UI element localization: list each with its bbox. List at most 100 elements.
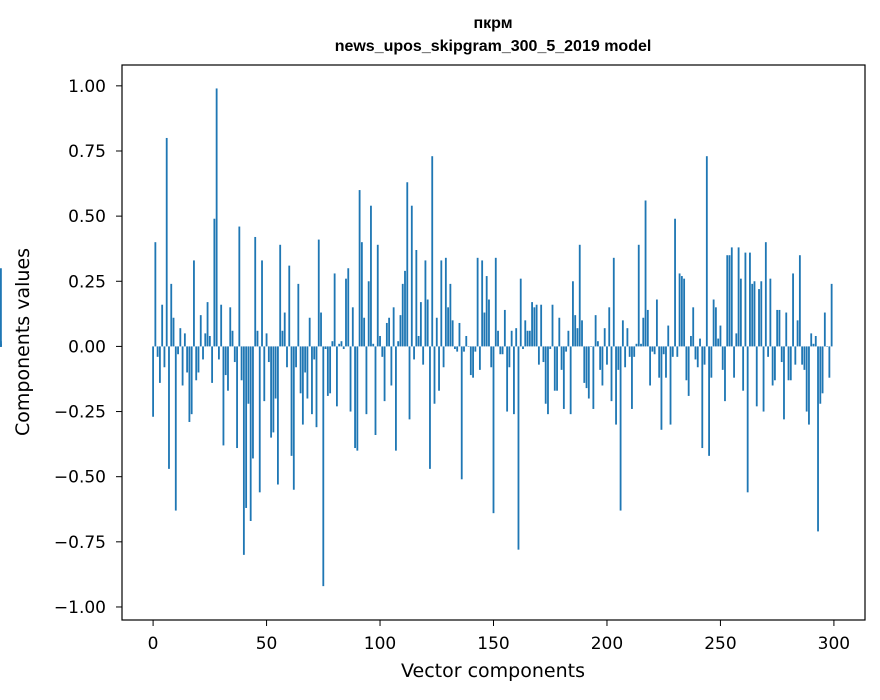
bar-188	[578, 244, 581, 347]
bar-151	[494, 257, 497, 347]
y-tick-label-3: 0.25	[68, 272, 106, 292]
bar-234	[683, 278, 686, 347]
bar-225	[662, 346, 665, 355]
bar-19	[195, 346, 198, 381]
bar-258	[737, 247, 740, 347]
bar-193	[590, 346, 592, 347]
bar-92	[360, 242, 363, 347]
bar-87	[349, 346, 352, 412]
bar-116	[415, 250, 418, 347]
bar-286	[801, 346, 804, 365]
bar-197	[599, 346, 602, 370]
bar-12	[179, 328, 182, 347]
bar-73	[317, 239, 320, 347]
bar-194	[592, 346, 595, 409]
bar-288	[805, 346, 808, 412]
bar-146	[483, 312, 486, 347]
bar-156	[506, 346, 509, 412]
bar-114	[410, 205, 413, 347]
bar-265	[753, 281, 756, 347]
bar-254	[728, 255, 731, 347]
bar-101	[381, 346, 384, 357]
bar-13	[181, 346, 184, 386]
bar-86	[347, 268, 350, 347]
bar-226	[665, 346, 667, 378]
bar-274	[774, 346, 776, 381]
bar-32	[224, 346, 227, 376]
bar-undefined	[0, 341, 2, 347]
bar-285	[798, 255, 801, 347]
bar-221	[653, 346, 656, 355]
bar-145	[481, 260, 484, 347]
bar-65	[299, 346, 302, 394]
chart-title-line-1: пкрм	[473, 15, 512, 32]
y-axis-label: Components values	[12, 248, 34, 436]
y-tick-label-6: −0.50	[54, 468, 106, 488]
bar-120	[424, 260, 427, 347]
bar-214	[637, 244, 640, 347]
bar-299	[830, 283, 833, 347]
bar-48	[261, 260, 263, 347]
bar-272	[769, 278, 772, 347]
bar-67	[304, 346, 307, 373]
bar-52	[270, 346, 273, 438]
bar-153	[499, 346, 502, 355]
bar-105	[390, 346, 393, 386]
bar-20	[197, 346, 200, 373]
bar-162	[519, 278, 522, 347]
bar-167	[531, 302, 533, 347]
y-tick-label-0: 1.00	[68, 77, 106, 97]
bar-149	[490, 346, 493, 368]
bar-227	[667, 325, 670, 347]
bar-166	[528, 330, 531, 347]
bar-252	[724, 346, 726, 402]
bar-49	[263, 346, 266, 402]
bar-43	[249, 346, 252, 521]
bar-140	[469, 346, 472, 376]
bar-6	[165, 137, 168, 347]
bar-121	[426, 299, 429, 347]
bar-296	[823, 312, 826, 347]
bar-239	[694, 346, 697, 360]
bar-30	[220, 304, 223, 347]
bar-230	[674, 218, 676, 347]
bar-133	[454, 346, 456, 350]
plot-frame	[121, 64, 866, 621]
bar-219	[649, 346, 651, 386]
bar-112	[406, 182, 409, 347]
bar-242	[701, 346, 704, 449]
bar-210	[628, 346, 631, 357]
bar-108	[397, 341, 400, 347]
bar-248	[714, 307, 717, 347]
bar-137	[463, 346, 465, 352]
bar-138	[465, 335, 468, 347]
bar-147	[485, 276, 488, 347]
bar-297	[826, 346, 829, 347]
bar-139	[467, 346, 470, 347]
bar-164	[524, 320, 527, 347]
bar-266	[755, 346, 758, 407]
bar-256	[733, 346, 735, 378]
bar-63	[295, 346, 297, 368]
x-tick-label-250: 250	[704, 634, 736, 654]
bar-271	[767, 346, 770, 357]
bar-58	[283, 312, 286, 347]
bar-184	[569, 346, 572, 415]
bar-41	[245, 346, 248, 508]
bar-155	[503, 309, 506, 347]
bar-280	[787, 346, 790, 381]
bar-64	[297, 283, 300, 347]
bar-57	[281, 330, 284, 347]
bar-294	[819, 346, 822, 404]
bar-90	[356, 346, 359, 451]
bar-68	[306, 346, 309, 399]
bar-235	[685, 346, 688, 381]
bar-152	[497, 330, 499, 347]
bar-245	[708, 346, 710, 456]
bar-76	[324, 346, 327, 350]
bar-15	[186, 346, 189, 373]
bar-233	[680, 276, 683, 347]
bar-88	[351, 307, 354, 347]
bar-23	[204, 333, 207, 347]
bar-250	[719, 325, 722, 347]
